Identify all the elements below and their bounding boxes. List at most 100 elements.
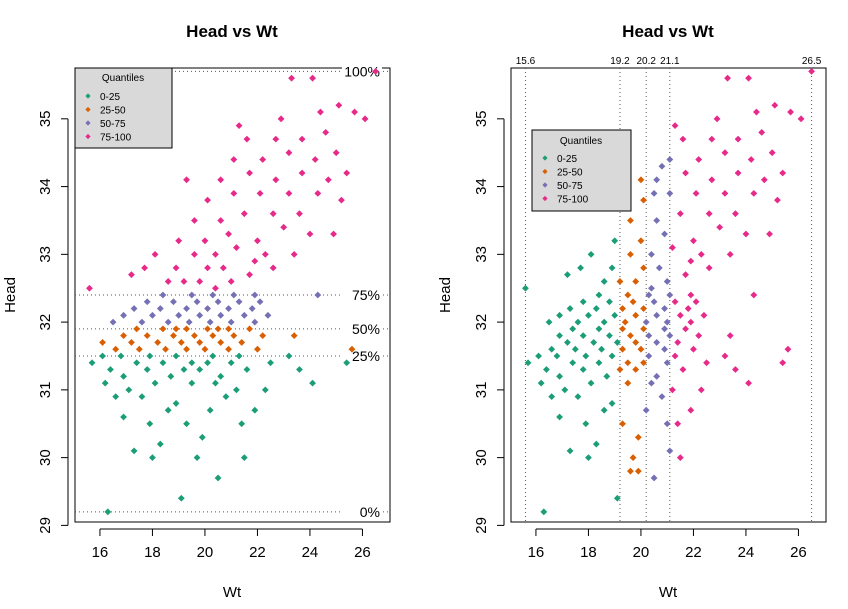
y-tick-label: 32 [473, 314, 490, 331]
data-point [732, 366, 739, 373]
data-point [708, 176, 716, 184]
data-point [750, 189, 758, 197]
data-point [642, 406, 650, 414]
left-legend-entries: 0-25 25-50 50-75 75-100 [85, 92, 132, 144]
data-point [713, 115, 721, 123]
x-tick-label: 18 [580, 544, 597, 561]
data-point [632, 366, 640, 373]
data-point [658, 162, 666, 170]
x-tick-label: 22 [685, 544, 702, 561]
x-tick-label: 20 [197, 544, 214, 561]
x-tick-label: 26 [354, 544, 371, 561]
data-point [332, 149, 340, 157]
data-point [170, 298, 177, 306]
data-point [343, 359, 351, 367]
data-point [306, 230, 314, 238]
data-point [191, 250, 198, 258]
data-point [556, 332, 563, 340]
data-point [240, 311, 248, 319]
data-point [724, 74, 731, 82]
data-point [230, 189, 238, 197]
y-tick-label: 34 [473, 178, 490, 195]
data-point [624, 379, 632, 387]
data-point [774, 196, 781, 204]
data-point [766, 230, 773, 238]
data-point [663, 359, 671, 367]
y-tick-label: 30 [37, 449, 54, 466]
data-point [246, 325, 253, 333]
quantile-label: 26.5 [802, 56, 822, 67]
quantile-label: 25% [352, 348, 380, 364]
data-point [217, 339, 225, 346]
quantile-label-bg [342, 287, 382, 303]
x-tick-label: 24 [302, 544, 319, 561]
data-point [726, 332, 734, 340]
data-point [188, 291, 196, 299]
data-point [172, 325, 180, 333]
data-point [143, 298, 151, 306]
data-point [272, 135, 280, 143]
data-point [666, 332, 674, 340]
data-point [120, 413, 127, 421]
data-point [285, 149, 293, 157]
data-point [335, 101, 343, 109]
data-point [671, 122, 679, 129]
data-point [125, 386, 133, 394]
data-point [209, 332, 217, 340]
data-point [661, 305, 668, 312]
right-x-axis-label: Wt [659, 584, 678, 601]
data-point [222, 393, 230, 401]
data-point [214, 474, 222, 482]
data-point [684, 305, 692, 312]
data-point [227, 278, 235, 285]
data-point [86, 284, 93, 292]
quantile-label: 15.6 [516, 56, 536, 67]
data-point [556, 372, 563, 380]
data-point [808, 67, 815, 75]
data-point [212, 284, 219, 292]
data-point [238, 420, 246, 428]
data-point [177, 339, 185, 346]
data-point [600, 406, 608, 414]
data-point [235, 298, 243, 306]
legend-label: 75-100 [557, 195, 589, 206]
data-point [666, 447, 674, 455]
data-point [606, 332, 613, 340]
data-point [669, 244, 676, 251]
data-point [101, 379, 109, 387]
legend-label: 25-50 [100, 106, 126, 117]
data-point [535, 352, 542, 360]
data-point [687, 318, 695, 326]
quantile-label: 50% [352, 321, 380, 337]
data-point [201, 237, 209, 245]
data-point [640, 305, 647, 312]
data-point [351, 108, 358, 116]
data-point [760, 176, 768, 184]
data-point [280, 223, 288, 231]
data-point [637, 176, 645, 184]
data-point [676, 454, 684, 462]
data-point [571, 345, 579, 353]
data-point [240, 210, 248, 218]
data-point [154, 339, 162, 346]
data-point [201, 345, 209, 353]
quantile-label: 21.1 [660, 56, 680, 67]
data-point [682, 325, 689, 333]
data-point [592, 305, 600, 312]
data-point [787, 108, 794, 116]
data-point [585, 454, 592, 462]
data-point [185, 318, 193, 326]
data-point [217, 176, 225, 184]
data-point [640, 264, 647, 272]
data-point [627, 332, 634, 340]
data-point [587, 250, 595, 258]
data-point [264, 311, 272, 319]
data-point [183, 345, 190, 353]
data-point [164, 278, 172, 285]
data-point [600, 318, 608, 326]
data-point [619, 420, 626, 428]
data-point [721, 189, 729, 197]
data-point [130, 447, 138, 455]
data-point [298, 169, 306, 177]
data-point [290, 332, 298, 340]
